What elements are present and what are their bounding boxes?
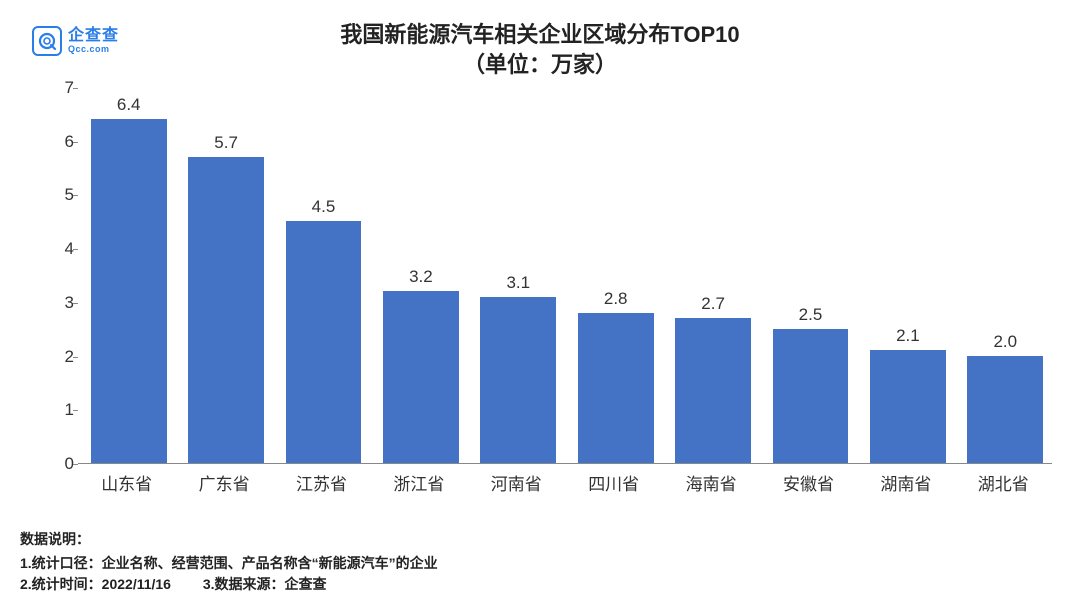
x-axis-label: 海南省: [666, 470, 756, 495]
x-axis-label: 山东省: [82, 470, 172, 495]
notes-line-2b: 3.数据来源：企查查: [203, 576, 327, 592]
x-axis-label: 浙江省: [374, 470, 464, 495]
bar-value-label: 2.7: [675, 294, 751, 314]
x-axis-label: 广东省: [179, 470, 269, 495]
bar-value-label: 2.0: [967, 332, 1043, 352]
x-axis-label: 湖北省: [958, 470, 1048, 495]
bar-value-label: 4.5: [286, 197, 362, 217]
y-axis-tick: 2: [54, 347, 74, 367]
bar-value-label: 3.2: [383, 267, 459, 287]
x-axis-label: 湖南省: [861, 470, 951, 495]
x-axis-label: 河南省: [471, 470, 561, 495]
notes-line-2a: 2.统计时间：2022/11/16: [20, 576, 171, 592]
bar: 2.5: [773, 329, 849, 463]
notes-line-1: 1.统计口径：企业名称、经营范围、产品名称含“新能源汽车”的企业: [20, 553, 438, 575]
bar: 2.1: [870, 350, 946, 463]
y-axis-tick: 3: [54, 293, 74, 313]
y-axis-tick: 4: [54, 239, 74, 259]
bar: 2.0: [967, 356, 1043, 463]
bar: 3.1: [480, 297, 556, 464]
bar-value-label: 2.8: [578, 289, 654, 309]
bar-value-label: 5.7: [188, 133, 264, 153]
y-axis-tick-mark: [73, 357, 78, 358]
data-notes: 数据说明： 1.统计口径：企业名称、经营范围、产品名称含“新能源汽车”的企业 2…: [20, 529, 438, 596]
bar: 6.4: [91, 119, 167, 463]
y-axis-tick: 6: [54, 132, 74, 152]
x-axis-label: 四川省: [569, 470, 659, 495]
bar-value-label: 2.1: [870, 326, 946, 346]
y-axis-tick-mark: [73, 88, 78, 89]
bar-value-label: 2.5: [773, 305, 849, 325]
bar-value-label: 3.1: [480, 273, 556, 293]
bar-chart: 012345676.45.74.53.23.12.82.72.52.12.0 山…: [54, 88, 1052, 500]
x-axis-label: 江苏省: [277, 470, 367, 495]
bar-value-label: 6.4: [91, 95, 167, 115]
y-axis-tick: 7: [54, 78, 74, 98]
bar: 5.7: [188, 157, 264, 463]
y-axis-tick: 0: [54, 454, 74, 474]
bar: 4.5: [286, 221, 362, 463]
y-axis-tick-mark: [73, 410, 78, 411]
chart-title: 我国新能源汽车相关企业区域分布TOP10 （单位：万家）: [0, 20, 1080, 79]
bar: 2.8: [578, 313, 654, 463]
notes-header: 数据说明：: [20, 529, 438, 551]
y-axis-tick-mark: [73, 195, 78, 196]
title-line-2: （单位：万家）: [0, 50, 1080, 80]
y-axis-tick: 1: [54, 400, 74, 420]
bar: 2.7: [675, 318, 751, 463]
title-line-1: 我国新能源汽车相关企业区域分布TOP10: [0, 20, 1080, 50]
y-axis-tick-mark: [73, 142, 78, 143]
y-axis-tick-mark: [73, 303, 78, 304]
plot-area: 012345676.45.74.53.23.12.82.72.52.12.0: [78, 88, 1052, 464]
y-axis-tick-mark: [73, 249, 78, 250]
y-axis-tick: 5: [54, 185, 74, 205]
y-axis-tick-mark: [73, 464, 78, 465]
bar: 3.2: [383, 291, 459, 463]
x-axis-label: 安徽省: [764, 470, 854, 495]
